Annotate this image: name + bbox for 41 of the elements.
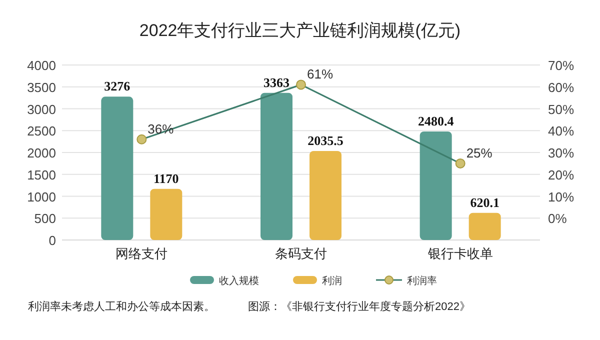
bar (101, 96, 134, 240)
data-label: 2035.5 (308, 132, 344, 148)
data-label: 620.1 (470, 194, 500, 210)
y2-tick-label: 20% (548, 167, 574, 182)
y2-tick-label: 0% (548, 211, 568, 226)
y-tick-label: 2500 (27, 124, 56, 139)
text: 图源：《非银行支付行业年度专题分析2022》 (248, 300, 470, 313)
chart-title: 2022年支付行业三大产业链利润规模(亿元) (139, 21, 461, 40)
bar (310, 150, 342, 240)
data-label: 1170 (154, 170, 179, 186)
legend-label: 利润率 (407, 275, 437, 287)
data-label: 61% (307, 66, 334, 82)
data-label: 25% (466, 145, 493, 160)
x-tick-label: 条码支付 (275, 246, 327, 261)
y2-tick-label: 60% (548, 80, 574, 95)
y-tick-label: 3500 (27, 80, 56, 95)
x-tick-label: 网络支付 (116, 246, 168, 261)
y2-tick-label: 40% (548, 124, 574, 139)
bar (150, 188, 182, 240)
text: 利润率未考虑人工和办公等成本因素。 (28, 300, 215, 313)
bar (420, 131, 452, 240)
y-tick-label: 500 (34, 211, 56, 226)
y-tick-label: 0 (48, 233, 56, 248)
y2-tick-label: 30% (548, 146, 574, 160)
y2-tick-label: 50% (548, 102, 574, 117)
x-tick-label: 银行卡收单 (426, 246, 493, 261)
y-tick-label: 4000 (27, 58, 56, 73)
legend-label: 收入规模 (219, 275, 259, 287)
y-tick-label: 2000 (27, 146, 56, 160)
y2-tick-label: 70% (548, 58, 574, 73)
legend-label: 利润 (322, 275, 342, 287)
y2-tick-label: 10% (548, 189, 574, 204)
data-label: 3276 (104, 78, 131, 94)
y-tick-label: 3000 (27, 102, 56, 117)
y-tick-label: 1000 (27, 189, 56, 204)
data-label: 36% (148, 121, 174, 136)
bar (260, 92, 292, 240)
bar (468, 212, 501, 240)
data-label: 3363 (264, 74, 290, 90)
data-label: 2480.4 (418, 113, 454, 128)
y-tick-label: 1500 (27, 167, 56, 182)
